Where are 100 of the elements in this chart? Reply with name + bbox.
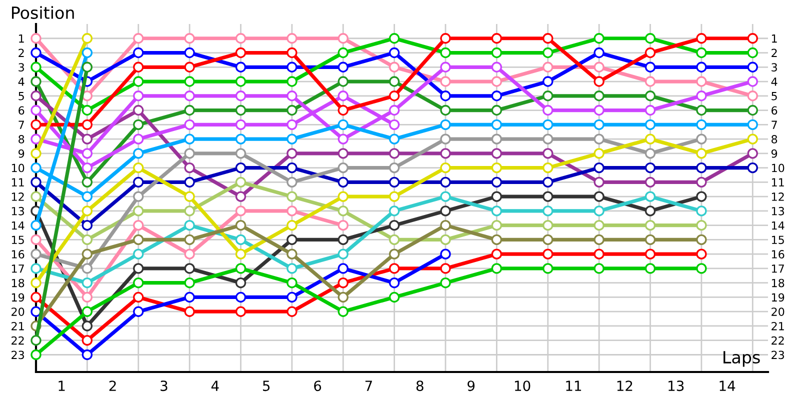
- point: [133, 277, 144, 288]
- point: [696, 119, 707, 130]
- point: [440, 76, 451, 87]
- point: [696, 206, 707, 216]
- point: [644, 176, 656, 188]
- point: [133, 292, 144, 303]
- point: [491, 234, 502, 246]
- point: [82, 248, 93, 260]
- point: [644, 47, 656, 58]
- y2-tick-label: 22: [772, 336, 784, 345]
- point: [542, 47, 554, 58]
- point: [440, 47, 451, 58]
- point: [644, 62, 656, 72]
- point: [542, 134, 554, 144]
- y2-tick-label: 9: [771, 149, 778, 158]
- point: [491, 248, 502, 260]
- point: [388, 119, 400, 130]
- point: [82, 306, 93, 317]
- point: [338, 162, 348, 174]
- point: [594, 220, 604, 231]
- point: [184, 62, 195, 72]
- point: [82, 320, 93, 332]
- point: [184, 176, 195, 188]
- point: [235, 263, 246, 274]
- y2-tick-label: 10: [772, 164, 784, 172]
- point: [388, 47, 400, 58]
- y-tick-label: 10: [12, 164, 24, 172]
- point: [286, 162, 298, 174]
- point: [133, 263, 144, 274]
- point: [286, 220, 298, 231]
- point: [440, 220, 451, 231]
- point: [594, 148, 604, 159]
- point: [594, 191, 604, 202]
- point: [594, 104, 604, 116]
- point: [542, 234, 554, 246]
- point: [644, 90, 656, 102]
- point: [696, 248, 707, 260]
- point: [338, 191, 348, 202]
- point: [594, 62, 604, 72]
- point: [440, 191, 451, 202]
- point: [235, 33, 246, 44]
- point: [184, 134, 195, 144]
- point: [286, 148, 298, 159]
- point: [82, 104, 93, 116]
- point: [491, 119, 502, 130]
- point: [30, 191, 42, 202]
- point: [82, 234, 93, 246]
- point: [644, 220, 656, 231]
- point: [338, 306, 348, 317]
- point: [82, 134, 93, 144]
- point: [235, 47, 246, 58]
- point: [30, 349, 42, 360]
- x-tick-label: 7: [365, 380, 372, 391]
- point: [286, 47, 298, 58]
- point: [542, 33, 554, 44]
- point: [184, 248, 195, 260]
- y2-tick-label: 16: [772, 250, 784, 258]
- point: [542, 248, 554, 260]
- point: [30, 62, 42, 72]
- point: [286, 292, 298, 303]
- point: [594, 119, 604, 130]
- point: [235, 248, 246, 260]
- point: [286, 263, 298, 274]
- point: [30, 263, 42, 274]
- point: [133, 176, 144, 188]
- y-tick-label: 20: [12, 308, 24, 316]
- point: [82, 191, 93, 202]
- point: [133, 162, 144, 174]
- y-tick-label: 19: [12, 293, 24, 302]
- y-tick-label: 11: [12, 178, 24, 186]
- point: [30, 47, 42, 58]
- x-axis-title: Laps: [724, 351, 760, 367]
- point: [133, 104, 144, 116]
- point: [338, 90, 348, 102]
- point: [491, 162, 502, 174]
- point: [440, 263, 451, 274]
- point: [388, 292, 400, 303]
- point: [235, 292, 246, 303]
- point: [82, 349, 93, 360]
- point: [388, 62, 400, 72]
- point: [388, 76, 400, 87]
- y-tick-label: 8: [18, 135, 24, 144]
- point: [440, 134, 451, 144]
- point: [388, 191, 400, 202]
- y2-tick-label: 20: [772, 308, 784, 316]
- point: [235, 277, 246, 288]
- point: [286, 134, 298, 144]
- point: [644, 162, 656, 174]
- point: [133, 191, 144, 202]
- point: [235, 234, 246, 246]
- y-tick-label: 3: [18, 63, 24, 72]
- point: [184, 206, 195, 216]
- point: [644, 104, 656, 116]
- point: [338, 119, 348, 130]
- point: [491, 191, 502, 202]
- point: [30, 76, 42, 87]
- point: [30, 104, 42, 116]
- point: [440, 148, 451, 159]
- point: [133, 119, 144, 130]
- point: [594, 234, 604, 246]
